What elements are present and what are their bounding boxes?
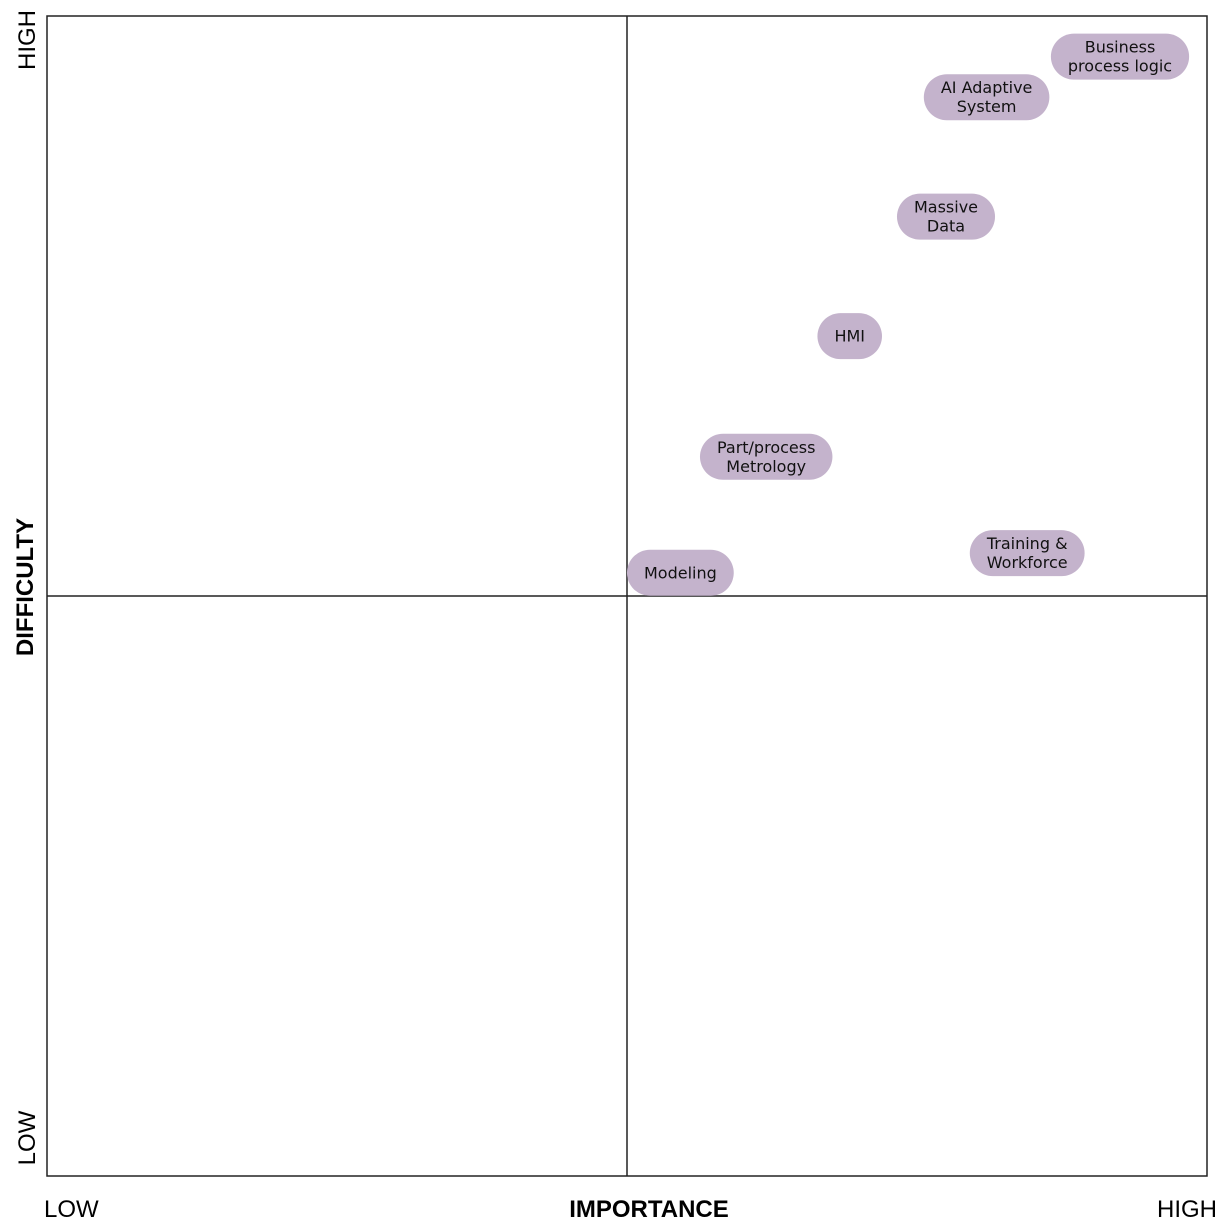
data-point-label: Training &	[986, 534, 1068, 553]
data-point: HMI	[817, 313, 883, 360]
data-point-pill	[1050, 33, 1190, 80]
data-point-pill	[626, 549, 734, 596]
y-tick-low: LOW	[14, 1110, 41, 1165]
data-point: Modeling	[626, 549, 734, 596]
y-tick-high: HIGH	[14, 10, 41, 70]
data-point-label: Workforce	[987, 553, 1068, 572]
data-point-pill	[699, 433, 833, 480]
data-point-pill	[923, 74, 1050, 121]
x-tick-low: LOW	[44, 1196, 99, 1223]
data-point-label: Data	[927, 217, 965, 236]
data-point-label: System	[957, 97, 1017, 116]
x-tick-high: HIGH	[1157, 1196, 1217, 1223]
data-point-label: Massive	[914, 198, 978, 217]
data-point-pill	[896, 193, 996, 240]
data-point: Training &Workforce	[969, 530, 1085, 577]
data-point-label: process logic	[1068, 57, 1172, 76]
x-axis-title: IMPORTANCE	[569, 1196, 729, 1223]
data-point-label: Part/process	[717, 438, 815, 457]
data-point-label: AI Adaptive	[941, 78, 1033, 97]
y-axis-title: DIFFICULTY	[12, 518, 39, 656]
data-point-label: Modeling	[644, 563, 717, 582]
data-point-pill	[817, 313, 883, 360]
data-point-pill	[969, 530, 1085, 577]
data-point-label: HMI	[834, 327, 865, 346]
data-point-label: Business	[1085, 38, 1156, 57]
data-point-label: Metrology	[726, 457, 806, 476]
